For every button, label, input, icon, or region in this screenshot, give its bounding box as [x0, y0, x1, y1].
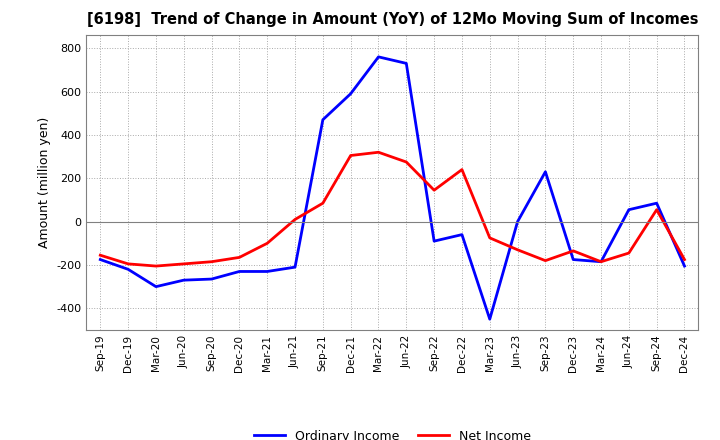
Y-axis label: Amount (million yen): Amount (million yen) [38, 117, 51, 248]
Net Income [430, 187, 438, 193]
Ordinary Income [346, 91, 355, 96]
Ordinary Income [152, 284, 161, 289]
Ordinary Income [680, 264, 689, 269]
Ordinary Income [597, 259, 606, 264]
Ordinary Income [207, 276, 216, 282]
Net Income [624, 250, 633, 256]
Ordinary Income [179, 278, 188, 283]
Ordinary Income [291, 264, 300, 270]
Net Income [680, 257, 689, 262]
Ordinary Income [235, 269, 243, 274]
Net Income [597, 259, 606, 264]
Net Income [541, 258, 550, 263]
Net Income [485, 235, 494, 241]
Net Income [402, 159, 410, 165]
Net Income [96, 253, 104, 258]
Line: Net Income: Net Income [100, 152, 685, 266]
Ordinary Income [124, 267, 132, 272]
Net Income [569, 248, 577, 253]
Legend: Ordinary Income, Net Income: Ordinary Income, Net Income [248, 425, 536, 440]
Net Income [179, 261, 188, 267]
Net Income [291, 217, 300, 222]
Line: Ordinary Income: Ordinary Income [100, 57, 685, 319]
Ordinary Income [374, 54, 383, 59]
Net Income [318, 201, 327, 206]
Net Income [374, 150, 383, 155]
Ordinary Income [624, 207, 633, 213]
Ordinary Income [652, 201, 661, 206]
Net Income [458, 167, 467, 172]
Ordinary Income [569, 257, 577, 262]
Net Income [513, 247, 522, 253]
Net Income [124, 261, 132, 267]
Net Income [207, 259, 216, 264]
Ordinary Income [318, 117, 327, 122]
Ordinary Income [541, 169, 550, 174]
Net Income [263, 241, 271, 246]
Ordinary Income [263, 269, 271, 274]
Net Income [152, 264, 161, 269]
Net Income [652, 207, 661, 213]
Ordinary Income [402, 61, 410, 66]
Title: [6198]  Trend of Change in Amount (YoY) of 12Mo Moving Sum of Incomes: [6198] Trend of Change in Amount (YoY) o… [86, 12, 698, 27]
Ordinary Income [458, 232, 467, 237]
Net Income [346, 153, 355, 158]
Ordinary Income [430, 238, 438, 244]
Ordinary Income [96, 257, 104, 262]
Ordinary Income [485, 316, 494, 322]
Ordinary Income [513, 219, 522, 224]
Net Income [235, 255, 243, 260]
